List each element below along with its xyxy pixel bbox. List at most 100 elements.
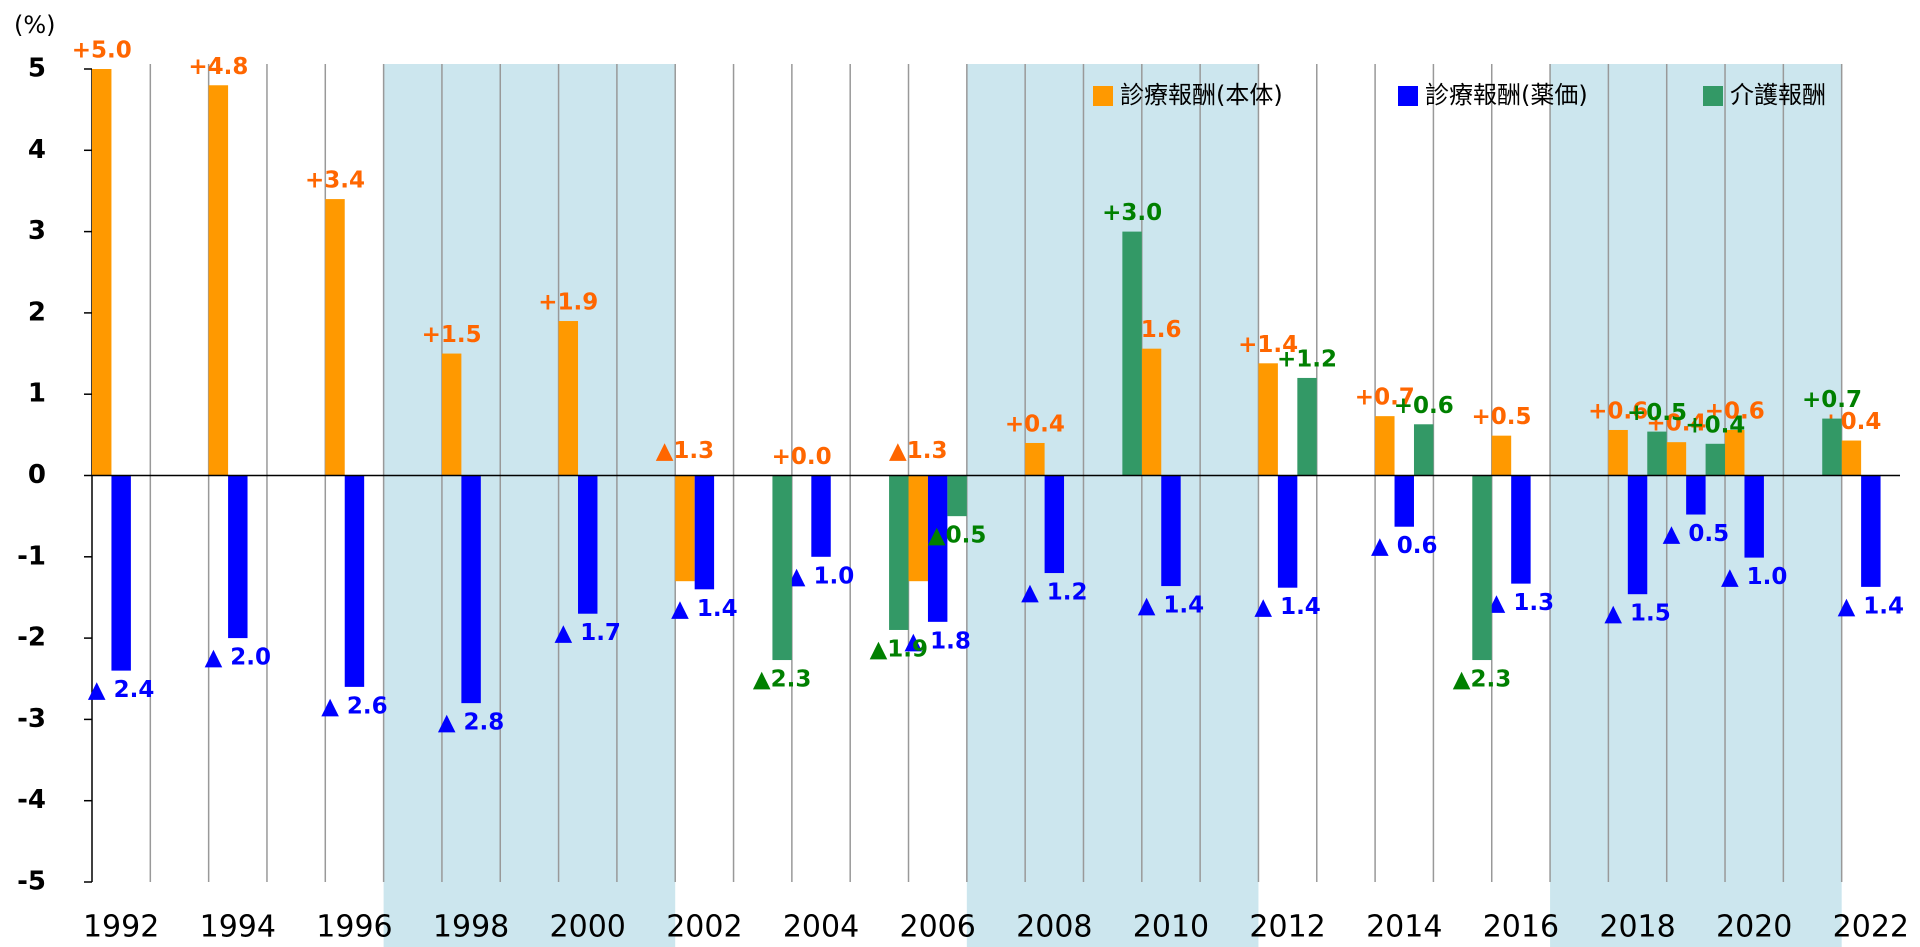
x-tick-label: 2020 bbox=[1716, 910, 1792, 945]
legend-swatch bbox=[1703, 86, 1723, 106]
value-label: ▲1.9 bbox=[870, 636, 928, 662]
value-label: +0.6 bbox=[1588, 398, 1648, 424]
bar bbox=[208, 85, 229, 476]
value-label: +0.5 bbox=[1471, 404, 1531, 430]
y-tick-label: 2 bbox=[28, 297, 46, 327]
value-label: ▲ 2.4 bbox=[88, 677, 154, 703]
value-label: +0.0 bbox=[772, 444, 832, 470]
bar bbox=[92, 69, 112, 476]
bar bbox=[1413, 424, 1434, 476]
bar bbox=[927, 475, 948, 622]
bar bbox=[578, 475, 598, 614]
y-tick-label: -5 bbox=[17, 867, 46, 897]
y-tick-label: 0 bbox=[28, 460, 46, 490]
value-label: +4.8 bbox=[188, 54, 248, 80]
value-label: +0.7 bbox=[1355, 385, 1415, 411]
x-tick-label: 2022 bbox=[1833, 910, 1909, 945]
bar bbox=[1822, 418, 1842, 476]
x-tick-label: 2000 bbox=[550, 910, 626, 945]
x-tick-label: 2014 bbox=[1366, 910, 1442, 945]
value-label: +1.4 bbox=[1238, 332, 1298, 358]
value-label: +0.4 bbox=[1685, 412, 1745, 438]
bar bbox=[1686, 475, 1706, 515]
bar bbox=[1277, 475, 1298, 588]
bar bbox=[1666, 442, 1687, 476]
y-tick-label: -4 bbox=[17, 785, 46, 815]
bar bbox=[1744, 475, 1764, 558]
bar bbox=[811, 475, 831, 557]
bar bbox=[441, 353, 462, 476]
y-tick-label: 4 bbox=[28, 135, 46, 165]
value-label: ▲ 1.4 bbox=[1838, 593, 1904, 619]
bar bbox=[1861, 475, 1881, 587]
value-label: +1.5 bbox=[422, 322, 482, 348]
x-tick-label: 1996 bbox=[316, 910, 392, 945]
x-tick-label: 2012 bbox=[1249, 910, 1325, 945]
value-label: +5.0 bbox=[72, 38, 132, 64]
bar bbox=[1627, 475, 1648, 595]
value-label: ▲ 2.8 bbox=[438, 710, 504, 736]
value-label: ▲ 1.4 bbox=[1138, 593, 1204, 619]
x-tick-label: 1994 bbox=[200, 910, 276, 945]
legend-swatch bbox=[1093, 86, 1113, 106]
legend-swatch bbox=[1398, 86, 1418, 106]
x-tick-label: 2010 bbox=[1133, 910, 1209, 945]
value-label: ▲ 1.4 bbox=[1254, 594, 1320, 620]
value-label: ▲ 2.6 bbox=[321, 693, 387, 719]
value-label: ▲ 1.0 bbox=[1721, 564, 1787, 590]
legend-label: 診療報酬(本体) bbox=[1120, 81, 1283, 109]
bar bbox=[1025, 442, 1045, 476]
y-tick-label: -1 bbox=[17, 541, 46, 571]
y-tick-label: 1 bbox=[28, 379, 46, 409]
value-label: ▲ 1.2 bbox=[1021, 580, 1087, 606]
bar bbox=[1647, 431, 1667, 476]
y-axis-label: (%) bbox=[14, 11, 56, 39]
bar bbox=[1705, 443, 1726, 476]
bar bbox=[675, 475, 695, 582]
bar bbox=[461, 475, 481, 704]
bar bbox=[1725, 429, 1745, 476]
bar bbox=[1375, 416, 1395, 476]
bar bbox=[772, 475, 792, 661]
x-tick-label: 1998 bbox=[433, 910, 509, 945]
bar bbox=[1841, 440, 1862, 476]
bar bbox=[1511, 475, 1531, 584]
value-label: ▲2.3 bbox=[1453, 667, 1511, 693]
bar bbox=[1297, 377, 1317, 476]
bar bbox=[889, 475, 909, 630]
shaded-period bbox=[966, 64, 1259, 947]
bar bbox=[1161, 475, 1181, 587]
legend-label: 介護報酬 bbox=[1730, 81, 1826, 109]
value-label: ▲0.5 bbox=[928, 523, 986, 549]
bar bbox=[1141, 348, 1162, 476]
value-label: ▲ 1.8 bbox=[904, 628, 970, 654]
bar bbox=[947, 475, 967, 517]
value-label: ▲ 1.3 bbox=[1488, 590, 1554, 616]
x-tick-label: 2004 bbox=[783, 910, 859, 945]
bar bbox=[1491, 435, 1512, 476]
value-label: ▲ 1.4 bbox=[671, 596, 737, 622]
value-label: +1.9 bbox=[538, 290, 598, 316]
value-label: ▲ 2.0 bbox=[205, 645, 271, 671]
bar bbox=[908, 475, 928, 582]
value-label: ▲2.3 bbox=[753, 667, 811, 693]
bar bbox=[558, 321, 579, 476]
value-label: ▲ 0.6 bbox=[1371, 533, 1437, 559]
bar bbox=[694, 475, 715, 590]
bar bbox=[1122, 231, 1142, 476]
y-tick-label: -3 bbox=[17, 704, 46, 734]
value-label: +3.4 bbox=[305, 168, 365, 194]
value-label: ▲1.3 bbox=[889, 438, 947, 464]
value-label: +1.2 bbox=[1277, 346, 1337, 372]
legend-label: 診療報酬(薬価) bbox=[1425, 81, 1588, 109]
bar bbox=[1608, 429, 1628, 476]
value-label: +3.0 bbox=[1102, 200, 1162, 226]
x-tick-label: 2006 bbox=[899, 910, 975, 945]
x-tick-label: 1992 bbox=[83, 910, 159, 945]
bar bbox=[1394, 475, 1414, 527]
bar bbox=[344, 475, 365, 687]
value-label: ▲ 1.7 bbox=[555, 620, 621, 646]
bar bbox=[1044, 475, 1065, 574]
y-tick-label: 3 bbox=[28, 216, 46, 246]
